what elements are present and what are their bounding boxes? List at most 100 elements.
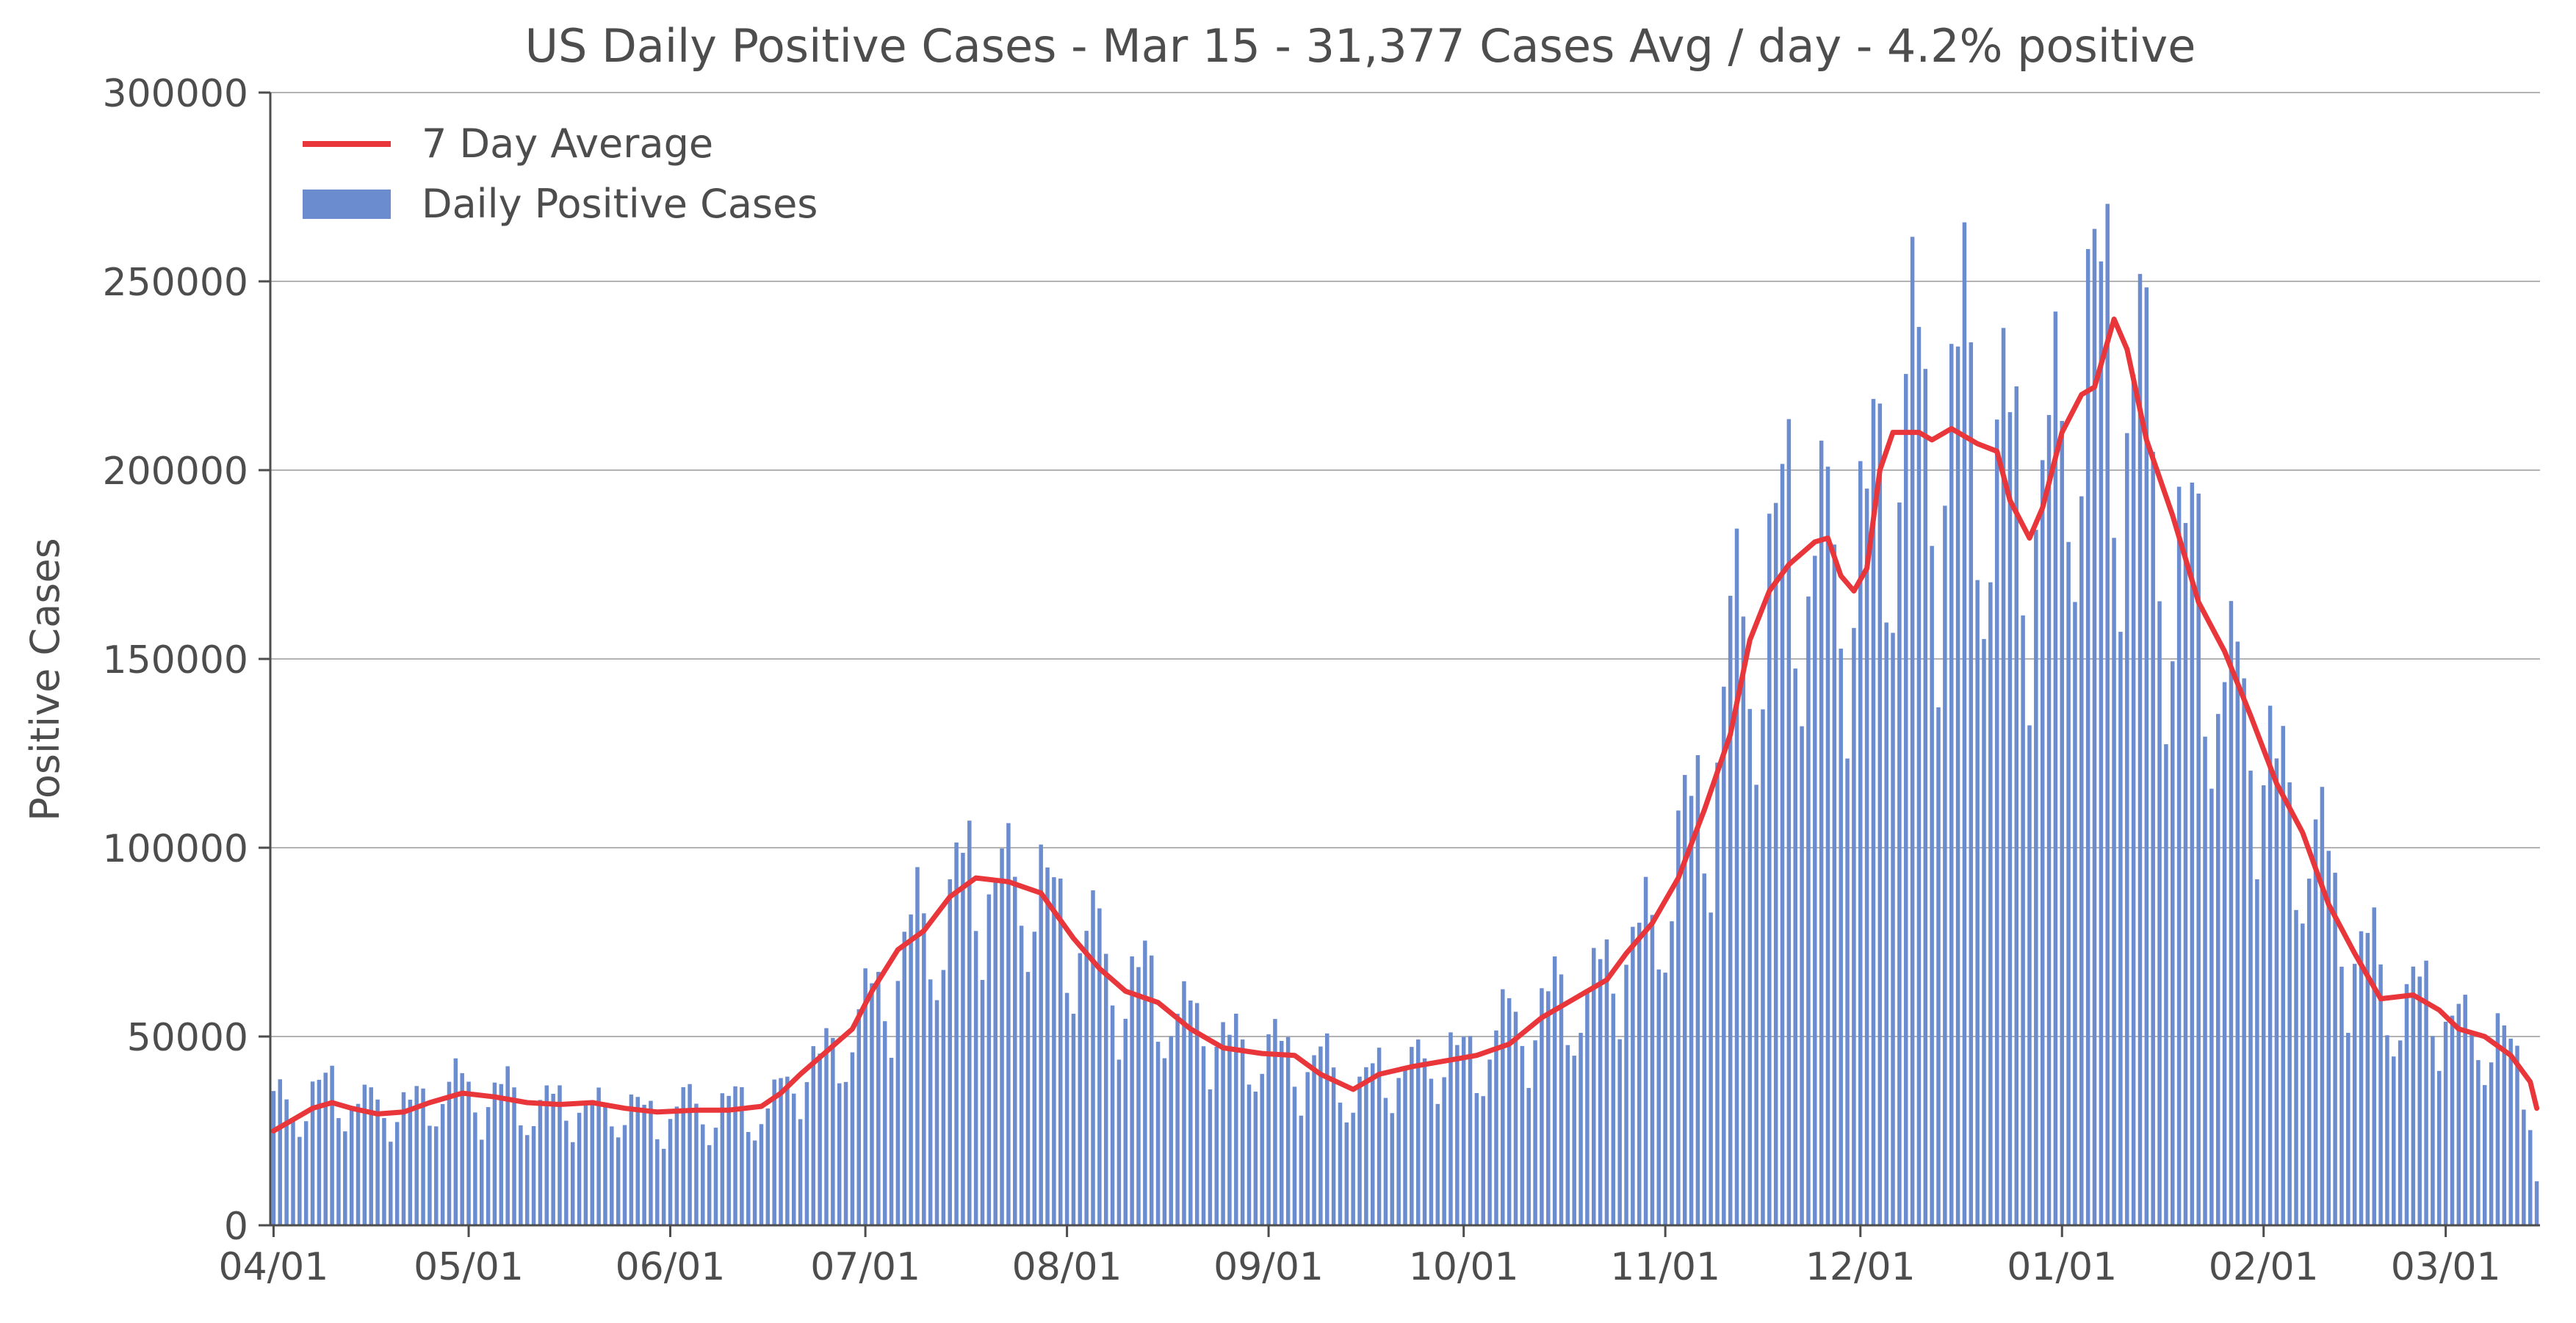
daily-case-bar — [1891, 632, 1895, 1225]
legend-label-seven-day-average: 7 Day Average — [422, 120, 713, 167]
daily-case-bar — [1312, 1055, 1316, 1225]
daily-case-bar — [2131, 375, 2136, 1225]
daily-case-bar — [2469, 1031, 2474, 1225]
daily-case-bar — [2294, 909, 2298, 1225]
daily-case-bar — [2066, 541, 2071, 1225]
daily-case-bar — [655, 1139, 660, 1225]
legend-label-daily-positive-cases: Daily Positive Cases — [422, 181, 818, 227]
daily-case-bar — [1344, 1122, 1349, 1225]
daily-case-bar — [752, 1140, 757, 1225]
daily-case-bar — [843, 1081, 848, 1225]
daily-case-bar — [1280, 1040, 1284, 1225]
daily-case-bar — [1598, 959, 1603, 1225]
x-tick-label: 08/01 — [1012, 1245, 1122, 1289]
daily-case-bar — [791, 1093, 796, 1225]
daily-case-bar — [1864, 489, 1869, 1225]
daily-case-bar — [1773, 502, 1778, 1225]
daily-case-bar — [850, 1052, 855, 1225]
daily-case-bar — [2261, 785, 2266, 1225]
daily-case-bar — [499, 1084, 504, 1225]
daily-case-bar — [2183, 522, 2188, 1225]
daily-case-bar — [1448, 1032, 1453, 1225]
daily-case-bar — [1494, 1030, 1498, 1225]
daily-case-bar — [1988, 582, 1993, 1225]
daily-case-bar — [1097, 908, 1102, 1225]
daily-case-bar — [1130, 956, 1134, 1225]
daily-case-bar — [2014, 386, 2019, 1226]
y-tick-label: 0 — [224, 1205, 248, 1249]
daily-case-bar — [1767, 513, 1772, 1225]
daily-case-bar — [2007, 412, 2013, 1226]
daily-case-bar — [480, 1139, 484, 1225]
daily-case-bar — [1611, 993, 1616, 1225]
daily-case-bar — [2267, 705, 2273, 1225]
daily-case-bar — [1058, 878, 1063, 1225]
daily-case-bar — [1403, 1069, 1407, 1225]
daily-case-bar — [909, 914, 913, 1225]
daily-case-bar — [876, 972, 881, 1225]
y-tick-label: 250000 — [102, 261, 248, 305]
daily-case-bar — [1103, 954, 1108, 1225]
daily-case-bar — [934, 1000, 939, 1225]
daily-case-bar — [1266, 1034, 1271, 1225]
daily-case-bar — [2105, 203, 2110, 1225]
daily-case-bar — [642, 1104, 646, 1225]
daily-case-bar — [694, 1103, 699, 1225]
daily-case-bar — [928, 979, 933, 1225]
daily-case-bar — [2235, 641, 2240, 1225]
daily-case-bar — [1839, 648, 1843, 1225]
daily-case-bar — [2482, 1085, 2487, 1225]
daily-case-bar — [524, 1135, 530, 1225]
legend: 7 Day Average Daily Positive Cases — [303, 120, 818, 227]
daily-case-bar — [460, 1073, 464, 1225]
chart-title: US Daily Positive Cases - Mar 15 - 31,37… — [525, 19, 2196, 73]
daily-case-bar — [765, 1108, 771, 1225]
daily-case-bar — [1155, 1042, 1161, 1225]
daily-case-bar — [1813, 555, 1817, 1225]
daily-case-bar — [317, 1079, 322, 1225]
daily-case-bar — [798, 1119, 803, 1225]
daily-case-bar — [1786, 419, 1792, 1225]
daily-case-bar — [954, 842, 959, 1225]
daily-case-bar — [2339, 966, 2344, 1225]
daily-case-bar — [447, 1081, 452, 1225]
daily-case-bar — [1110, 1005, 1115, 1225]
daily-case-bar — [1396, 1078, 1401, 1225]
daily-case-bar — [2255, 879, 2259, 1225]
daily-case-bar — [915, 867, 920, 1225]
daily-cases-bars — [271, 203, 2539, 1226]
daily-case-bar — [1871, 399, 1876, 1226]
daily-case-bar — [1670, 921, 1674, 1225]
daily-case-bar — [1481, 1096, 1485, 1225]
daily-case-bar — [713, 1128, 718, 1225]
daily-case-bar — [2222, 682, 2227, 1225]
daily-case-bar — [1923, 369, 1928, 1225]
daily-case-bar — [303, 1121, 309, 1225]
daily-case-bar — [1800, 726, 1804, 1225]
daily-case-bar — [818, 1053, 822, 1225]
daily-case-bar — [1676, 810, 1681, 1225]
daily-case-bar — [2326, 851, 2331, 1225]
daily-case-bar — [1904, 374, 1908, 1226]
daily-case-bar — [1650, 915, 1655, 1225]
daily-case-bar — [1637, 923, 1642, 1225]
daily-case-bar — [1169, 1036, 1174, 1225]
daily-case-bar — [772, 1079, 776, 1225]
daily-case-bar — [1285, 1037, 1291, 1225]
daily-case-bar — [1370, 1063, 1375, 1225]
daily-case-bar — [902, 931, 906, 1225]
daily-case-bar — [2171, 661, 2175, 1225]
daily-case-bar — [1624, 965, 1628, 1225]
daily-case-bar — [1415, 1039, 1421, 1225]
daily-case-bar — [681, 1087, 685, 1225]
x-tick-label: 02/01 — [2209, 1245, 2319, 1289]
daily-case-bar — [1422, 1058, 1427, 1225]
x-tick-label: 03/01 — [2391, 1245, 2501, 1289]
daily-case-bar — [1123, 1018, 1128, 1225]
daily-case-bar — [980, 980, 985, 1225]
daily-case-bar — [616, 1137, 621, 1225]
daily-case-bar — [486, 1107, 491, 1225]
daily-case-bar — [759, 1124, 764, 1225]
